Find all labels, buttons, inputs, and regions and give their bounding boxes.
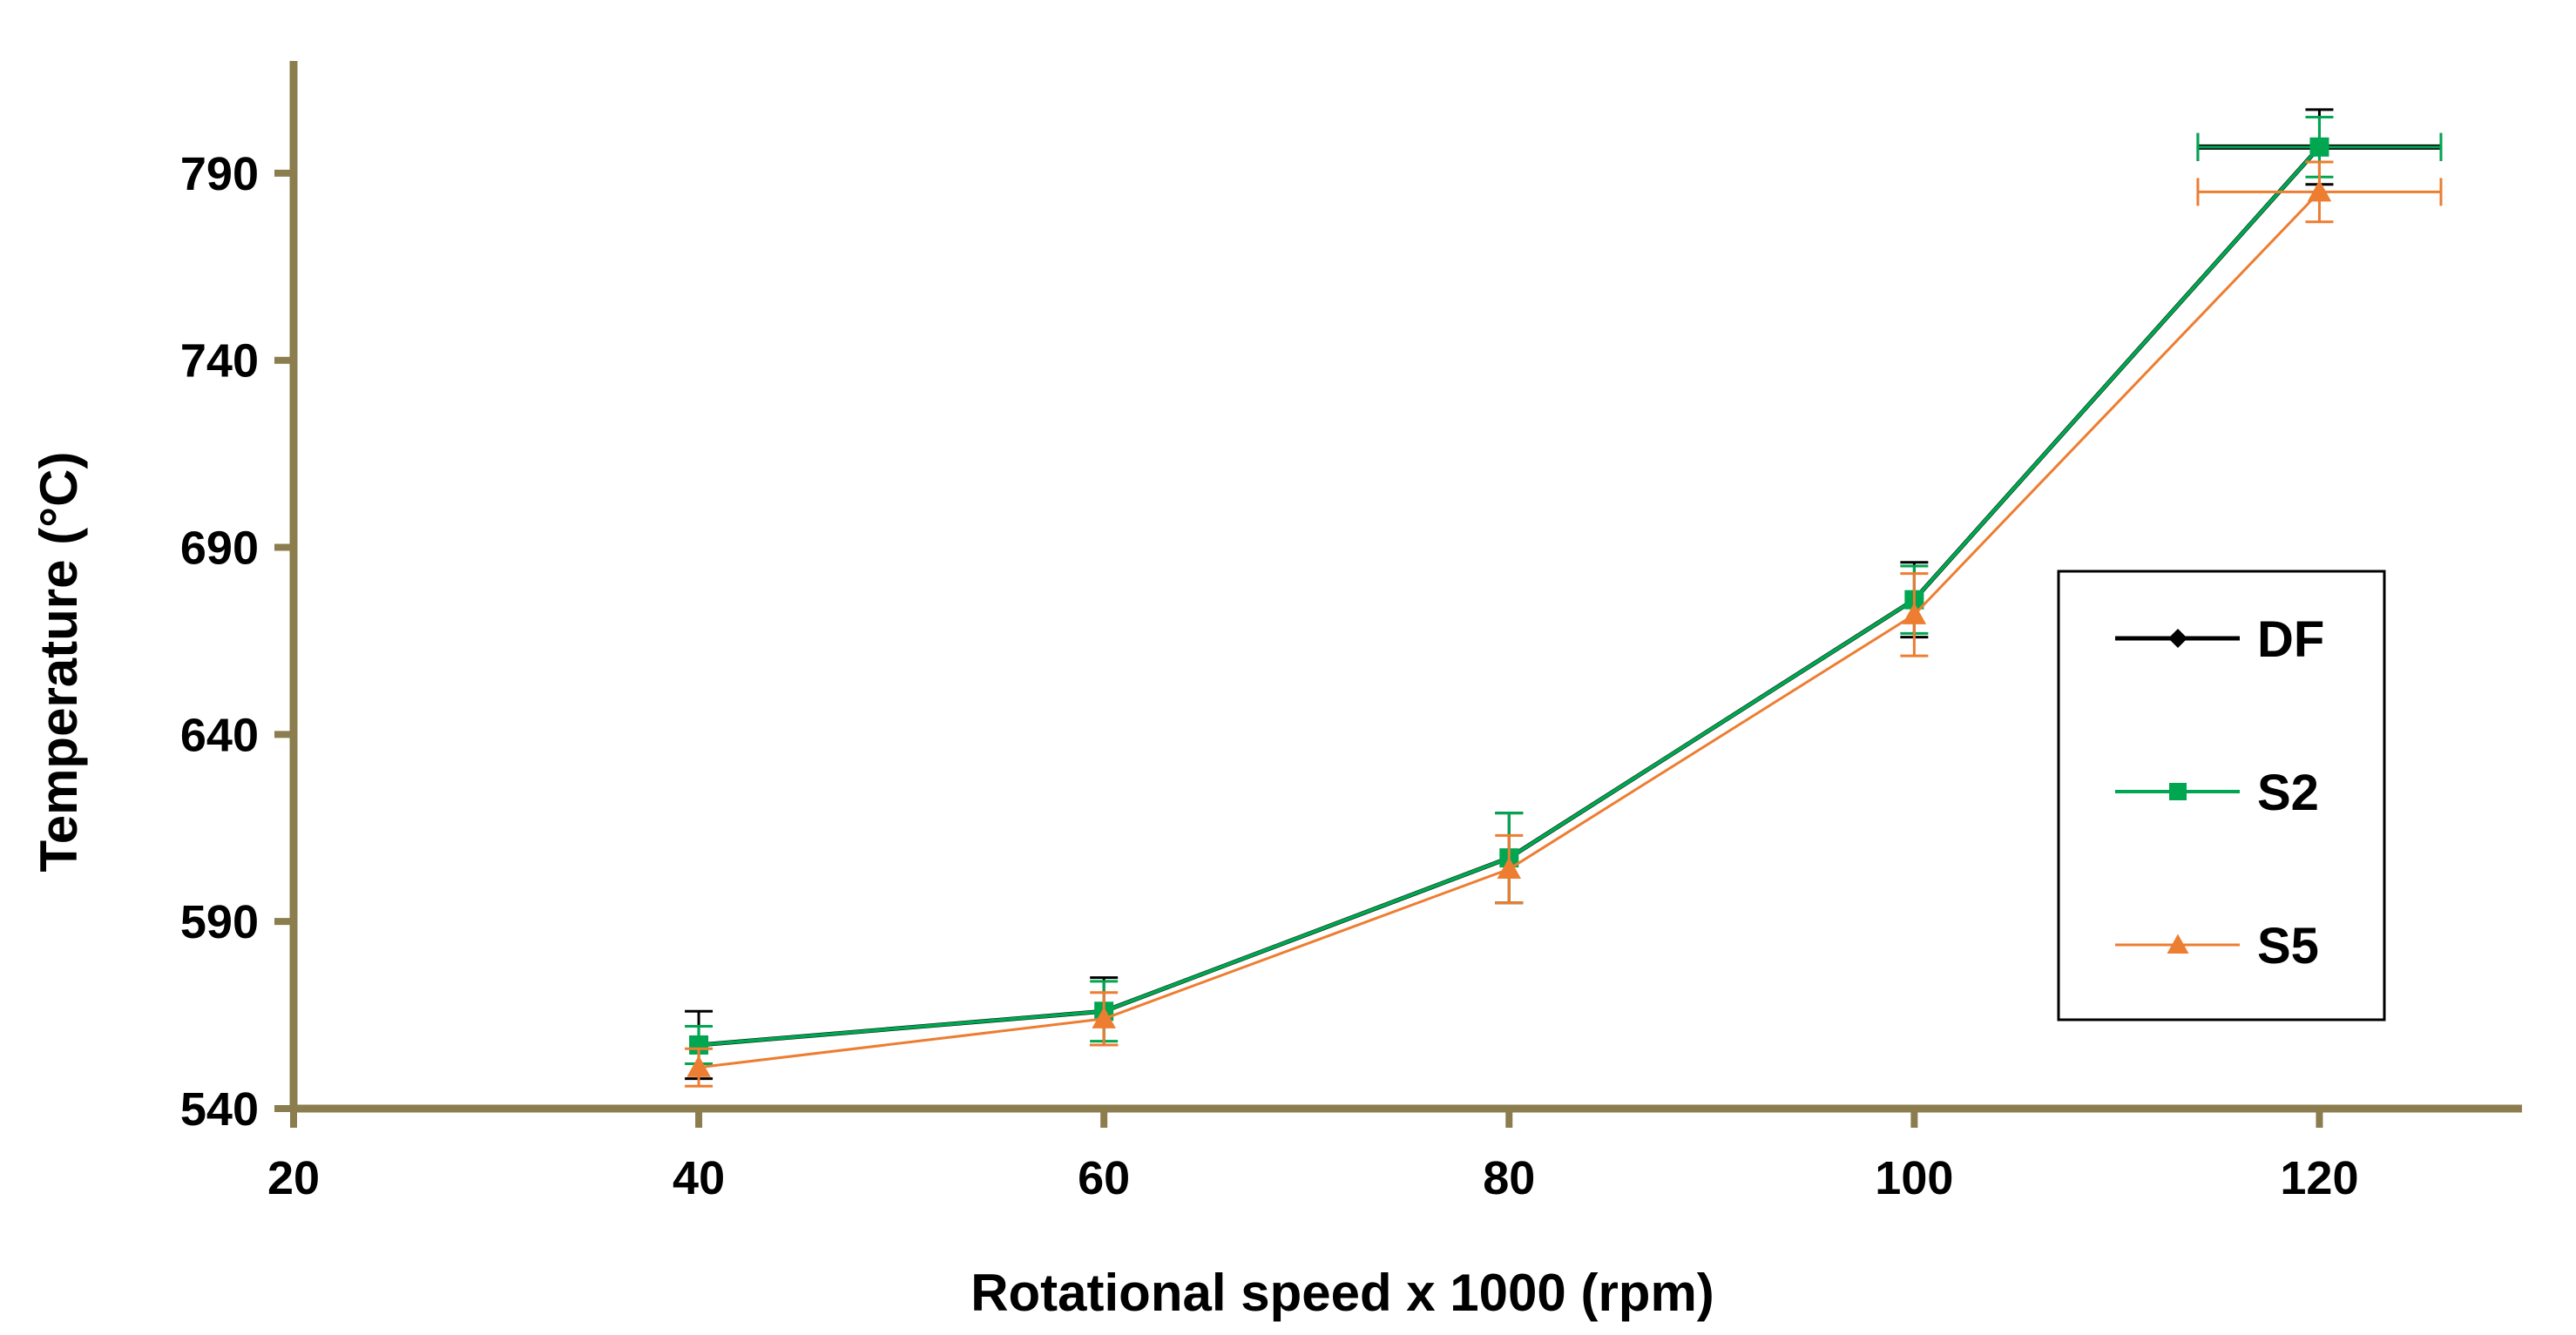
x-tick-label: 80 xyxy=(1483,1152,1535,1204)
series-layer xyxy=(685,108,2443,1088)
data-point-s5 xyxy=(1902,603,1927,624)
legend-label-s2: S2 xyxy=(2257,765,2319,821)
data-point-s5 xyxy=(686,1055,711,1077)
x-axis-title: Rotational speed x 1000 (rpm) xyxy=(970,1264,1714,1322)
x-tick-label: 40 xyxy=(673,1152,725,1204)
series-s5 xyxy=(685,160,2443,1088)
y-tick-label: 740 xyxy=(180,335,259,388)
x-tick-label: 100 xyxy=(1875,1152,1953,1204)
legend-marker-s5 xyxy=(2167,934,2189,954)
data-point-s5 xyxy=(1092,1007,1116,1028)
legend-marker-s2 xyxy=(2169,783,2187,800)
y-tick-label: 790 xyxy=(180,148,259,200)
legend-label-s5: S5 xyxy=(2257,918,2319,974)
data-point-s2 xyxy=(2309,137,2329,157)
data-point-s5 xyxy=(2307,179,2332,202)
legend-item-df: DF xyxy=(2115,611,2324,668)
x-tick-label: 20 xyxy=(267,1152,320,1204)
legend-marker-df xyxy=(2168,629,2187,648)
y-tick-label: 540 xyxy=(180,1083,259,1136)
legend-item-s5: S5 xyxy=(2115,918,2319,974)
y-tick-label: 690 xyxy=(180,523,259,575)
legend-label-df: DF xyxy=(2257,611,2324,668)
legend-item-s2: S2 xyxy=(2115,765,2319,821)
x-tick-label: 120 xyxy=(2280,1152,2358,1204)
x-tick-label: 60 xyxy=(1078,1152,1130,1204)
y-tick-label: 590 xyxy=(180,896,259,948)
data-point-s5 xyxy=(1497,857,1522,880)
y-axis-title: Temperature (°C) xyxy=(30,452,88,873)
legend: DF S2 S5 xyxy=(2057,570,2386,1021)
y-tick-label: 640 xyxy=(180,709,259,761)
axes: 540 590 640 690 740 790 20 40 60 80 100 120 xyxy=(180,61,2522,1204)
